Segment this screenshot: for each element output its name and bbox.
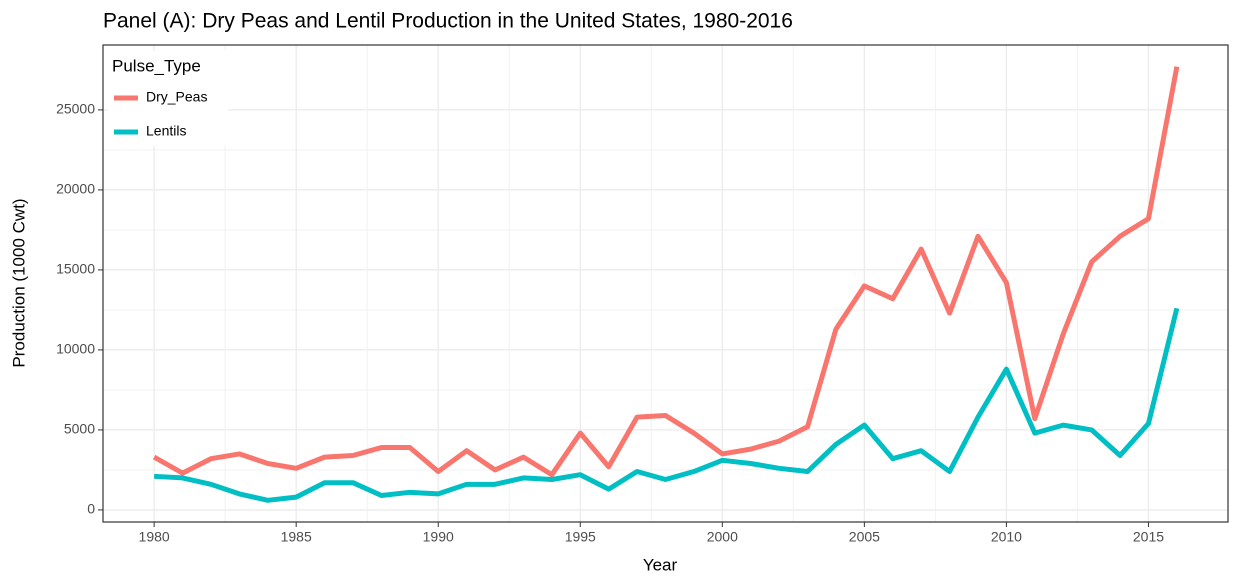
x-tick-label: 1985	[281, 529, 312, 545]
x-tick-label: 1995	[565, 529, 596, 545]
series-line	[153, 307, 1180, 503]
x-tick-label: 1990	[423, 529, 454, 545]
y-axis-label: Production (1000 Cwt)	[9, 198, 28, 367]
y-tick-label: 10000	[56, 341, 95, 357]
x-tick-label: 2005	[849, 529, 880, 545]
y-tick-label: 0	[87, 501, 95, 517]
x-tick-label: 1980	[139, 529, 170, 545]
chart-title: Panel (A): Dry Peas and Lentil Productio…	[103, 10, 793, 33]
x-tick-label: 2010	[991, 529, 1022, 545]
legend-label: Lentils	[146, 123, 186, 139]
x-axis-label: Year	[643, 555, 678, 574]
series-line	[152, 66, 1180, 478]
x-tick-label: 2000	[707, 529, 738, 545]
x-tick-label: 2015	[1133, 529, 1164, 545]
y-tick-label: 15000	[56, 261, 95, 277]
panel-border	[102, 44, 1229, 523]
y-tick-label: 25000	[56, 101, 95, 117]
y-tick-label: 20000	[56, 181, 95, 197]
legend-label: Dry_Peas	[146, 89, 207, 105]
legend-title: Pulse_Type	[112, 56, 201, 75]
y-tick-label: 5000	[64, 421, 95, 437]
